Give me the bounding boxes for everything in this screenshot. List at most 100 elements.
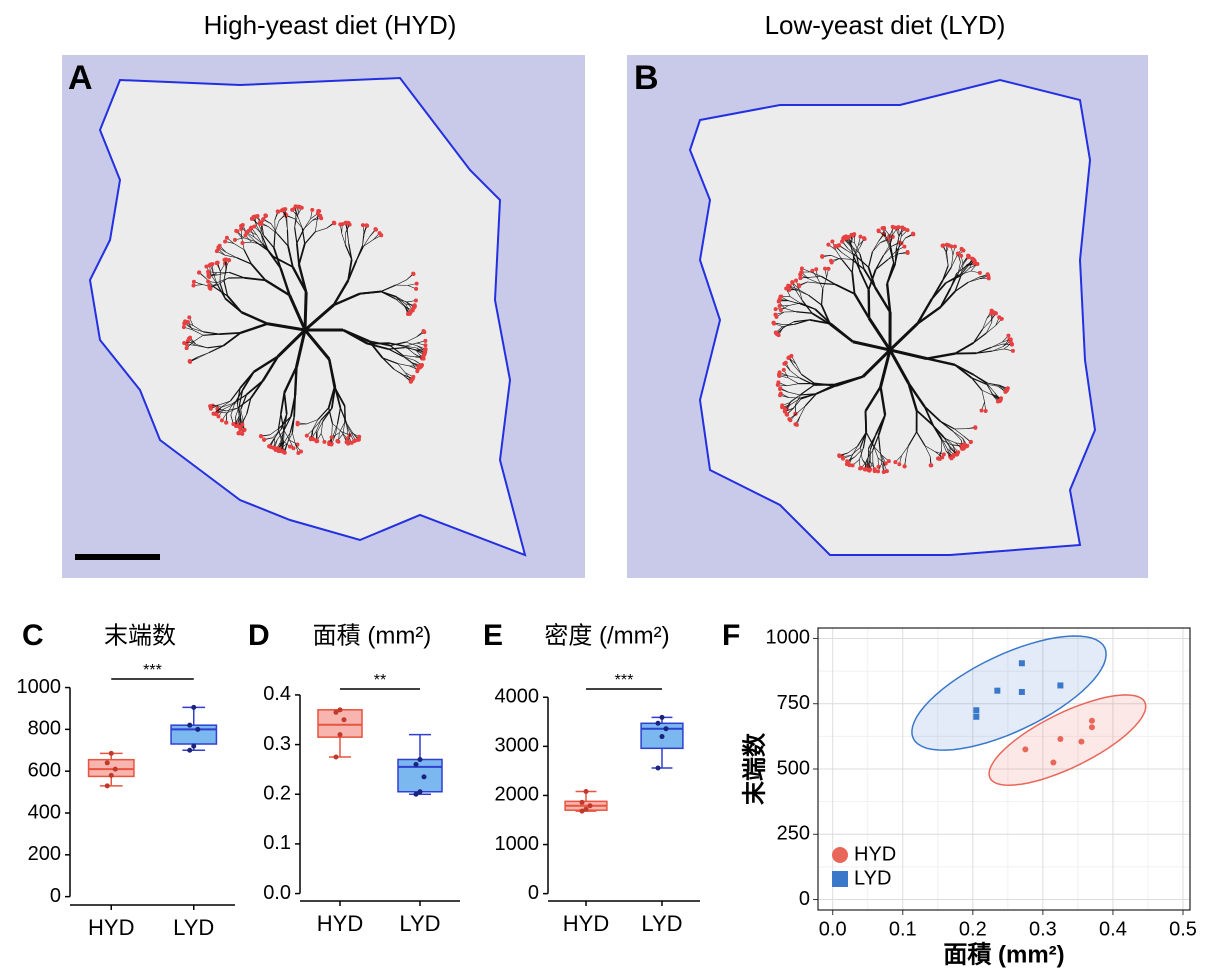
terminal — [941, 243, 945, 247]
box — [398, 759, 442, 791]
terminal — [354, 438, 358, 442]
terminal — [906, 251, 910, 255]
terminal — [316, 211, 320, 215]
data-point — [195, 727, 200, 732]
terminal — [826, 267, 830, 271]
terminal — [911, 232, 915, 236]
terminal — [233, 238, 237, 242]
x-tick-label: 0.3 — [1029, 918, 1057, 940]
micrograph-a — [62, 55, 585, 578]
y-tick-label: 0.2 — [263, 783, 291, 805]
terminal — [423, 339, 427, 343]
data-point — [109, 751, 114, 756]
terminal — [268, 444, 272, 448]
terminal — [797, 284, 801, 288]
y-tick-label: 2000 — [495, 784, 540, 806]
terminal — [984, 409, 988, 413]
terminal — [218, 244, 222, 248]
y-tick-label: 1000 — [766, 627, 811, 649]
terminal — [830, 261, 834, 265]
terminal — [837, 453, 841, 457]
terminal — [882, 227, 886, 231]
y-tick-label: 600 — [28, 759, 61, 781]
terminal — [845, 459, 849, 463]
x-axis-label: 面積 (mm²) — [943, 941, 1064, 968]
x-tick-label: LYD — [173, 915, 214, 940]
terminal — [882, 470, 886, 474]
terminal — [997, 315, 1001, 319]
terminal — [798, 276, 802, 280]
significance: *** — [143, 662, 162, 679]
data-point — [580, 800, 585, 805]
terminal — [330, 435, 334, 439]
terminal — [779, 391, 783, 395]
micrograph-b — [627, 55, 1148, 578]
terminal — [291, 446, 295, 450]
data-point — [588, 803, 593, 808]
terminal — [214, 412, 218, 416]
terminal — [224, 421, 228, 425]
terminal — [859, 466, 863, 470]
terminal — [413, 303, 417, 307]
terminal — [422, 357, 426, 361]
data-point — [1089, 718, 1095, 724]
terminal — [279, 449, 283, 453]
terminal — [789, 354, 793, 358]
x-tick-label: 0.0 — [819, 918, 847, 940]
terminal — [955, 453, 959, 457]
terminal — [243, 233, 247, 237]
chart-title: 面積 (mm²) — [313, 622, 432, 649]
scale-bar — [75, 554, 160, 560]
terminal — [774, 307, 778, 311]
terminal — [423, 349, 427, 353]
y-tick-label: 1000 — [495, 833, 540, 855]
y-tick-label: 3000 — [495, 735, 540, 757]
terminal — [192, 284, 196, 288]
panel-letter: C — [22, 619, 44, 652]
terminal — [336, 440, 340, 444]
terminal — [238, 425, 242, 429]
terminal — [897, 462, 901, 466]
terminal — [310, 208, 314, 212]
y-tick-label: 0 — [50, 885, 61, 907]
dendrite — [294, 396, 295, 417]
terminal — [969, 440, 973, 444]
legend-label: HYD — [854, 843, 896, 865]
x-tick-label: 0.2 — [959, 918, 987, 940]
data-point — [584, 807, 589, 812]
y-tick-label: 4000 — [495, 686, 540, 708]
terminal — [778, 304, 782, 308]
dendrite — [866, 411, 867, 432]
data-point — [187, 748, 192, 753]
y-tick-label: 1000 — [17, 676, 62, 698]
terminal — [250, 217, 254, 221]
terminal — [795, 423, 799, 427]
data-point — [418, 789, 423, 794]
panel-letter: B — [634, 59, 659, 97]
terminal — [794, 278, 798, 282]
terminal — [240, 432, 244, 436]
terminal — [240, 241, 244, 245]
terminal — [998, 398, 1002, 402]
x-tick-label: LYD — [641, 911, 682, 936]
data-point — [1050, 759, 1056, 765]
terminal — [421, 329, 425, 333]
terminal — [192, 280, 196, 284]
terminal — [187, 337, 191, 341]
panel-title: High-yeast diet (HYD) — [204, 10, 457, 40]
terminal — [416, 364, 420, 368]
terminal — [837, 243, 841, 247]
terminal — [862, 236, 866, 240]
terminal — [414, 287, 418, 291]
terminal — [241, 223, 245, 227]
y-tick-label: 800 — [28, 718, 61, 740]
y-tick-label: 250 — [777, 823, 810, 845]
terminal — [1011, 349, 1015, 353]
terminal — [259, 222, 263, 226]
x-tick-label: 0.4 — [1099, 918, 1127, 940]
terminal — [784, 361, 788, 365]
terminal — [960, 447, 964, 451]
terminal — [785, 412, 789, 416]
terminal — [296, 422, 300, 426]
terminal — [773, 313, 777, 317]
